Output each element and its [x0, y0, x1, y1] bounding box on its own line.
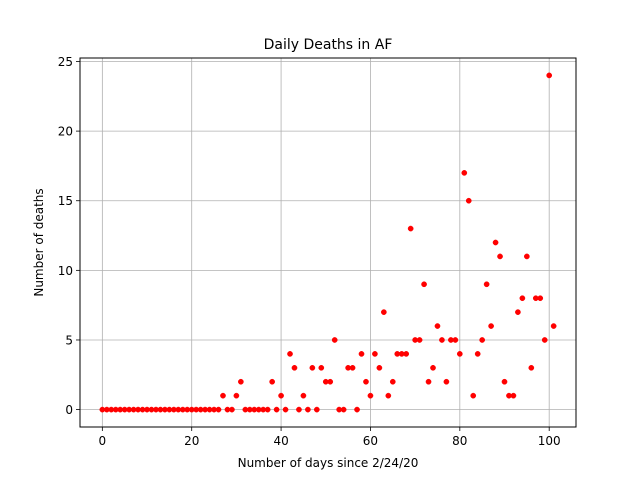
data-point	[546, 72, 553, 79]
data-point	[550, 323, 557, 329]
data-point	[305, 406, 311, 413]
x-tick-label: 60	[363, 434, 378, 448]
data-point	[220, 392, 226, 399]
data-point	[229, 406, 235, 413]
data-point	[273, 406, 280, 413]
data-point	[389, 378, 396, 385]
data-point	[331, 337, 338, 343]
data-point	[376, 364, 383, 371]
x-axis-label: Number of days since 2/24/20	[238, 456, 419, 470]
x-tick-label: 80	[452, 434, 467, 448]
data-point	[372, 351, 378, 357]
data-point	[479, 337, 486, 343]
data-point	[385, 392, 392, 399]
plot-frame	[79, 57, 577, 428]
data-point	[349, 364, 356, 371]
data-point	[515, 309, 521, 315]
data-point	[488, 323, 494, 329]
data-point	[296, 406, 302, 413]
data-point	[537, 295, 544, 302]
y-tick-label: 20	[58, 125, 73, 139]
y-axis: 0 5 10 15 20 25	[58, 55, 80, 417]
data-point	[291, 364, 298, 371]
data-point	[264, 406, 271, 413]
data-point	[439, 337, 445, 343]
data-point	[269, 378, 275, 385]
data-point	[309, 364, 316, 371]
data-point	[238, 378, 244, 385]
y-tick-label: 5	[65, 333, 73, 347]
data-point	[497, 253, 503, 260]
data-point	[452, 337, 459, 343]
data-point	[519, 295, 526, 302]
data-point	[403, 351, 410, 357]
data-point	[541, 337, 548, 343]
data-point	[340, 406, 347, 413]
y-tick-label: 15	[58, 194, 73, 208]
data-point	[358, 351, 365, 357]
data-point	[501, 378, 508, 385]
x-tick-label: 20	[184, 434, 199, 448]
data-point	[318, 364, 325, 371]
data-point	[470, 392, 477, 399]
data-point	[483, 281, 490, 288]
data-point	[443, 378, 450, 385]
data-point	[523, 253, 530, 260]
data-point	[474, 351, 481, 357]
data-point	[327, 378, 334, 385]
data-point	[282, 406, 289, 413]
x-tick-label: 40	[273, 434, 288, 448]
data-point	[416, 337, 423, 343]
data-point	[215, 406, 222, 413]
data-point	[363, 378, 369, 385]
data-point	[287, 351, 293, 357]
data-point	[278, 392, 284, 399]
chart-title: Daily Deaths in AF	[264, 37, 393, 53]
grid	[80, 58, 576, 427]
data-point	[430, 364, 436, 371]
y-tick-label: 10	[58, 264, 73, 278]
x-axis: 0 20 40 60 80 100	[99, 427, 561, 448]
data-point	[313, 406, 320, 413]
data-point	[456, 351, 463, 357]
data-point	[510, 392, 517, 399]
data-point	[425, 378, 432, 385]
data-point	[354, 406, 360, 413]
data-point	[367, 392, 374, 399]
x-tick-label: 100	[538, 434, 561, 448]
data-point	[300, 392, 307, 399]
y-tick-label: 25	[58, 55, 73, 69]
data-point	[381, 309, 387, 315]
data-point	[465, 197, 472, 204]
data-points	[99, 72, 557, 413]
data-point	[233, 392, 240, 399]
data-point	[407, 225, 414, 232]
y-axis-label: Number of deaths	[32, 188, 46, 296]
data-point	[492, 239, 499, 246]
data-point	[461, 170, 468, 176]
x-tick-label: 0	[99, 434, 107, 448]
y-tick-label: 0	[65, 403, 73, 417]
data-point	[434, 323, 441, 329]
data-point	[421, 281, 427, 288]
data-point	[528, 364, 535, 371]
